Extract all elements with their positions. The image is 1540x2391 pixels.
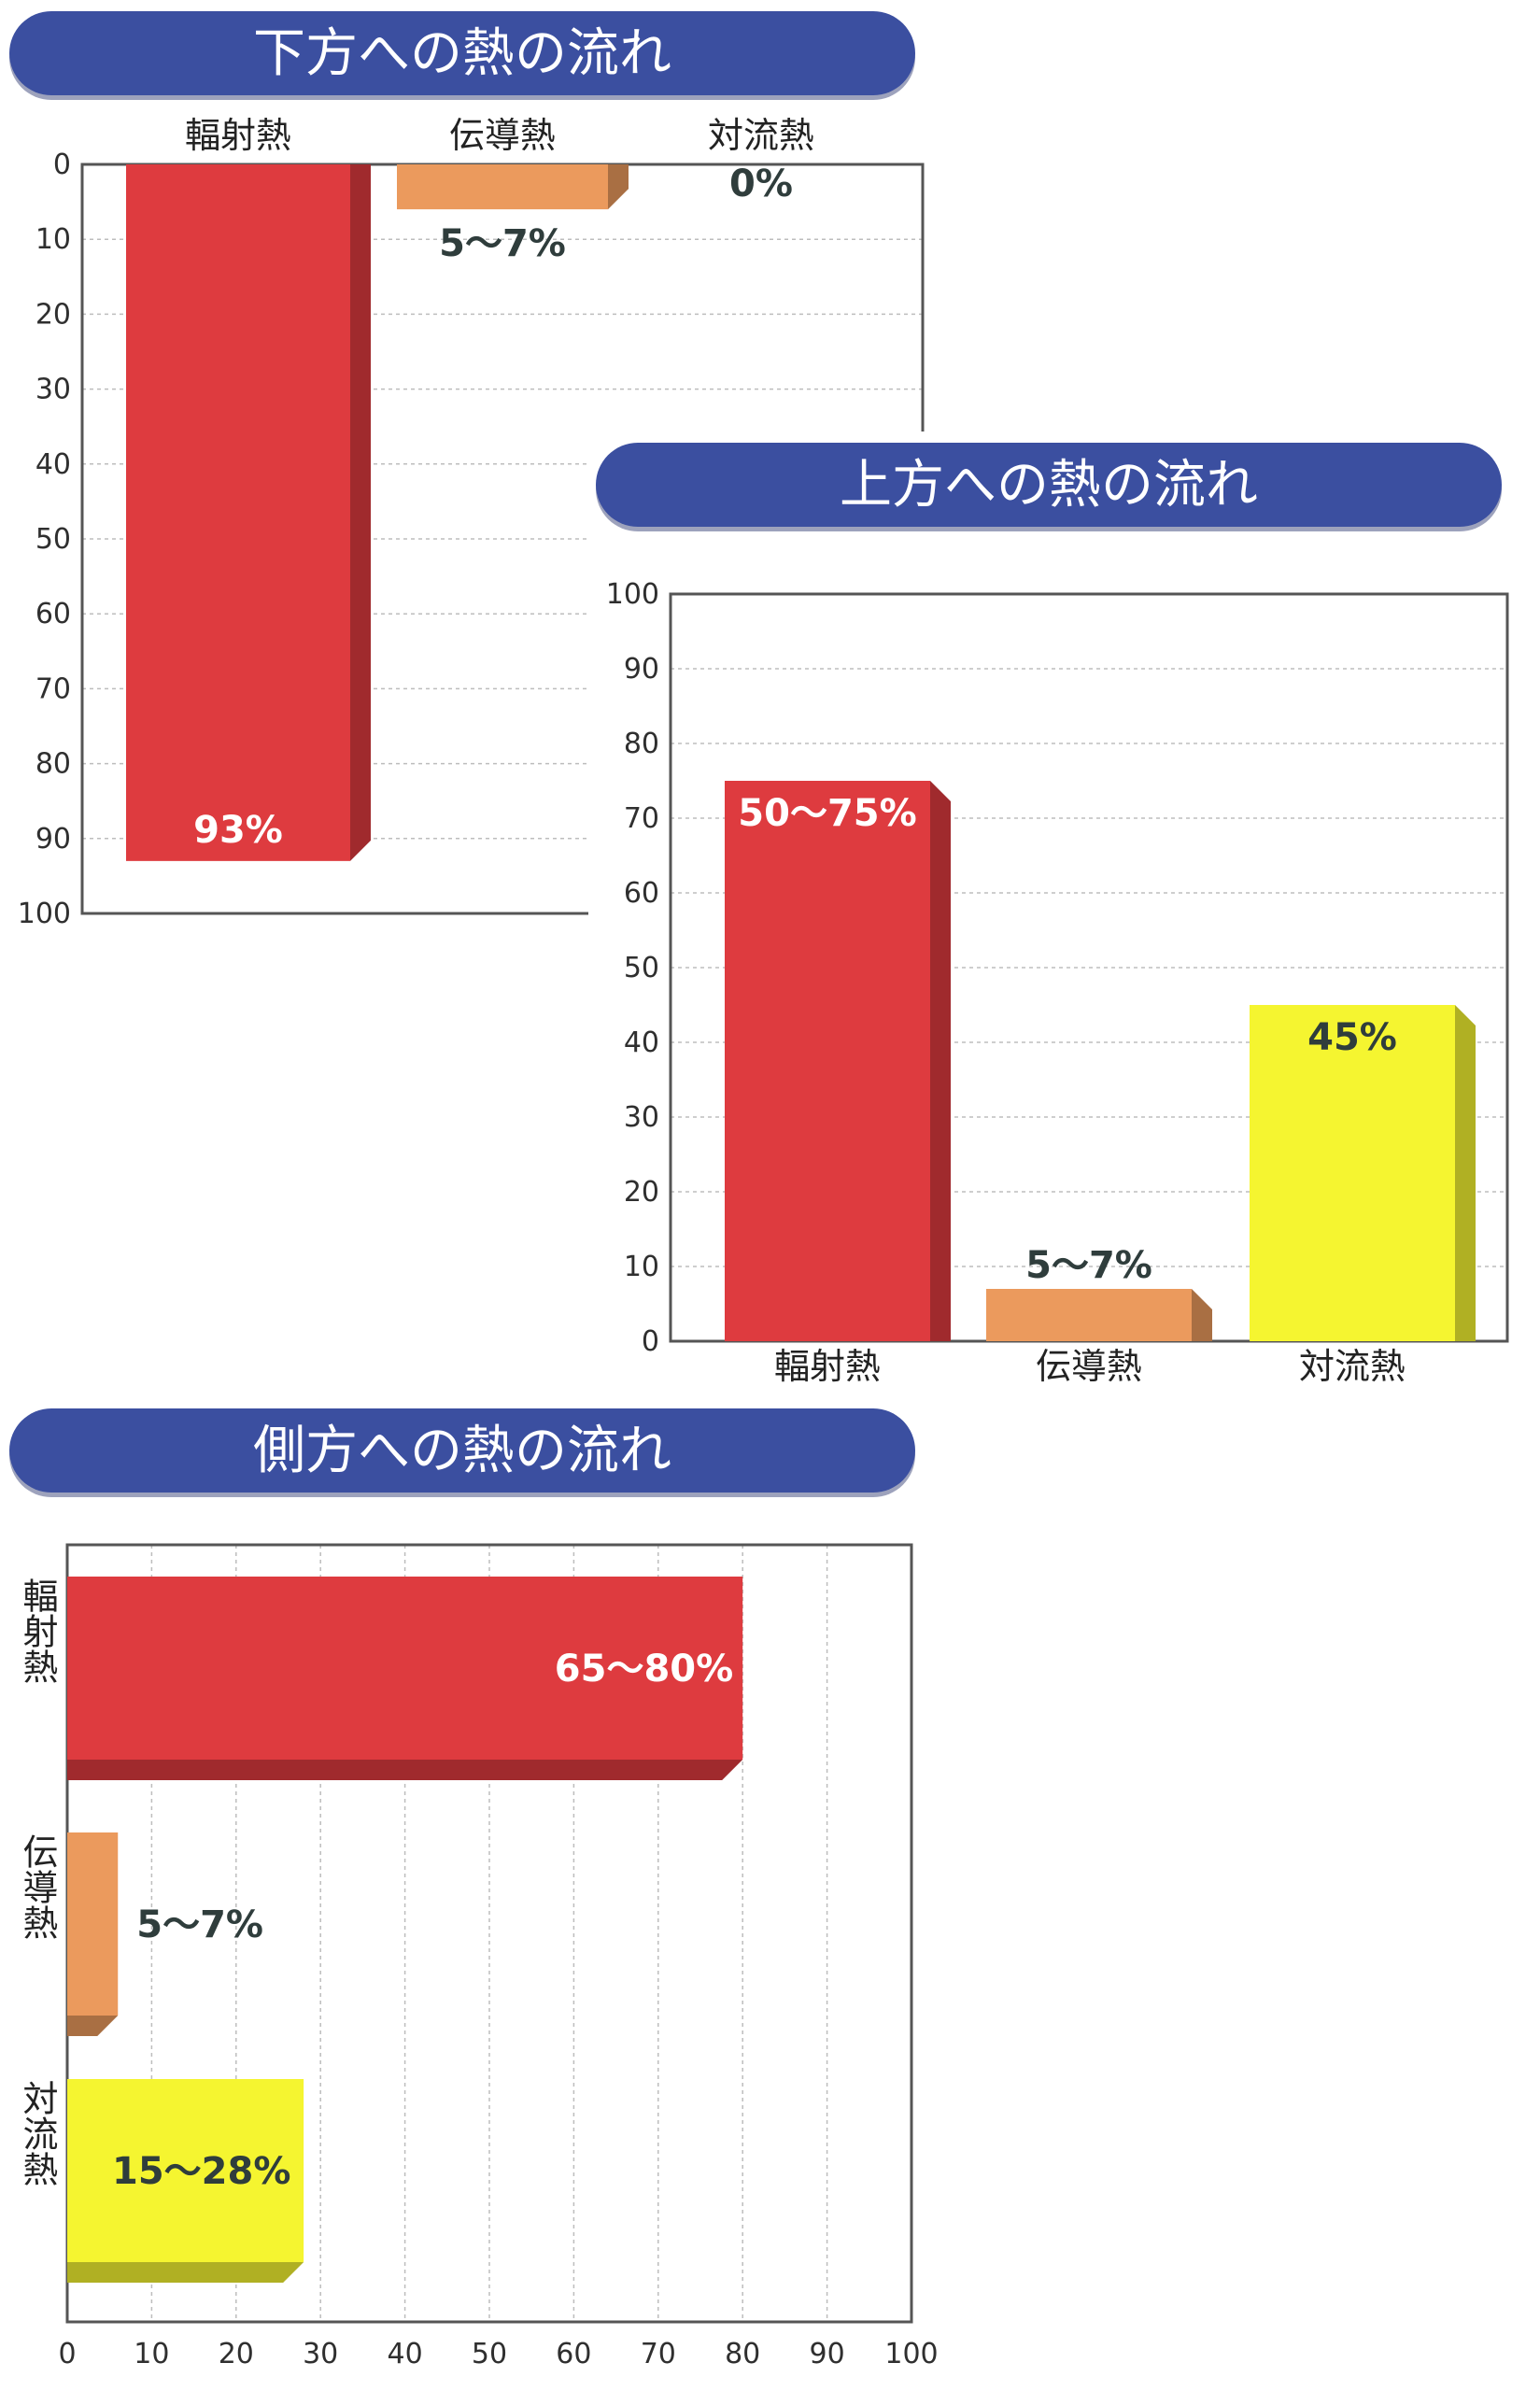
bar-side xyxy=(608,164,629,210)
value-label: 5〜7% xyxy=(136,1903,263,1946)
value-label: 0% xyxy=(729,163,793,205)
title-downward: 下方への熱の流れ xyxy=(9,11,915,100)
y-tick-label: 10 xyxy=(35,223,71,256)
category-label: 伝導熱 xyxy=(449,115,556,156)
bar xyxy=(986,1289,1192,1341)
y-tick-label: 90 xyxy=(624,653,659,686)
y-tick-label: 20 xyxy=(35,298,71,331)
y-tick-label: 30 xyxy=(624,1101,659,1134)
bar xyxy=(1250,1005,1455,1341)
x-tick-label: 20 xyxy=(219,2338,254,2370)
bar-side xyxy=(67,1760,743,1780)
title-upward: 上方への熱の流れ xyxy=(596,443,1502,531)
category-label: 輻射熱 xyxy=(774,1346,881,1387)
value-label: 15〜28% xyxy=(112,2150,290,2193)
y-tick-label: 60 xyxy=(35,598,71,630)
y-tick-label: 10 xyxy=(624,1251,659,1283)
category-label: 伝導熱 xyxy=(17,1833,58,1940)
value-label: 5〜7% xyxy=(439,222,566,265)
x-tick-label: 30 xyxy=(303,2338,338,2370)
y-tick-label: 20 xyxy=(624,1176,659,1209)
title-pill xyxy=(9,11,915,95)
x-tick-label: 0 xyxy=(58,2338,76,2370)
value-label: 93% xyxy=(193,809,283,852)
bar xyxy=(725,781,930,1341)
chart-title: 側方への熱の流れ xyxy=(253,1421,671,1481)
chart-upward: 0 10 20 30 40 50 60 70 80 90 100 輻射熱 50〜75% 伝導熱 5〜7% 対流… xyxy=(588,432,1522,1403)
plot-frame xyxy=(80,163,925,915)
y-tick-label: 90 xyxy=(35,823,71,856)
x-tick-label: 80 xyxy=(725,2338,760,2370)
category-label: 伝導熱 xyxy=(1036,1346,1142,1387)
title-sideways: 側方への熱の流れ xyxy=(9,1408,915,1497)
value-label: 65〜80% xyxy=(555,1648,733,1691)
x-tick-label: 70 xyxy=(641,2338,676,2370)
chart-title: 上方への熱の流れ xyxy=(840,455,1258,516)
x-tick-label: 40 xyxy=(388,2338,423,2370)
x-tick-label: 60 xyxy=(556,2338,591,2370)
bar xyxy=(67,1577,743,1760)
x-tick-label: 90 xyxy=(810,2338,845,2370)
x-tick-label: 10 xyxy=(134,2338,169,2370)
y-tick-label: 0 xyxy=(53,149,71,181)
category-label: 輻射熱 xyxy=(185,115,291,156)
value-label: 5〜7% xyxy=(1025,1244,1152,1287)
bar-side xyxy=(67,2262,304,2283)
bar xyxy=(126,164,350,861)
bar xyxy=(67,2079,304,2262)
category-label: 対流熱 xyxy=(17,2080,58,2186)
bar xyxy=(397,164,608,210)
y-tick-label: 80 xyxy=(35,748,71,781)
bar-side xyxy=(930,781,951,1341)
y-tick-label: 50 xyxy=(35,523,71,556)
chart-title: 下方への熱の流れ xyxy=(253,23,671,84)
category-label: 輻射熱 xyxy=(17,1577,58,1684)
bar-side xyxy=(350,164,371,861)
y-tick-label: 0 xyxy=(642,1325,659,1358)
x-tick-label: 100 xyxy=(884,2338,938,2370)
bar-side xyxy=(67,2016,119,2036)
y-tick-label: 80 xyxy=(624,728,659,760)
value-label: 45% xyxy=(1307,1016,1397,1059)
y-tick-label: 100 xyxy=(606,578,659,611)
category-label: 対流熱 xyxy=(708,115,814,156)
y-tick-label: 40 xyxy=(35,448,71,481)
chart-sideways: 0 10 20 30 40 50 60 70 80 90 100 輻射熱 65〜80% 伝導熱 5〜7% 対流… xyxy=(9,1408,939,2370)
title-pill xyxy=(9,1408,915,1493)
gridlines xyxy=(82,238,923,840)
bar-side xyxy=(1455,1005,1476,1341)
category-label: 対流熱 xyxy=(1299,1346,1406,1387)
y-tick-label: 70 xyxy=(35,672,71,705)
value-label: 50〜75% xyxy=(738,792,916,835)
bar xyxy=(67,1832,119,2016)
y-tick-label: 30 xyxy=(35,374,71,406)
y-tick-label: 50 xyxy=(624,952,659,984)
y-tick-label: 100 xyxy=(18,898,71,930)
x-tick-label: 50 xyxy=(472,2338,507,2370)
bar-side xyxy=(1192,1289,1212,1341)
y-tick-label: 70 xyxy=(624,802,659,835)
title-pill xyxy=(596,443,1502,527)
y-tick-label: 60 xyxy=(624,877,659,910)
y-tick-label: 40 xyxy=(624,1026,659,1059)
